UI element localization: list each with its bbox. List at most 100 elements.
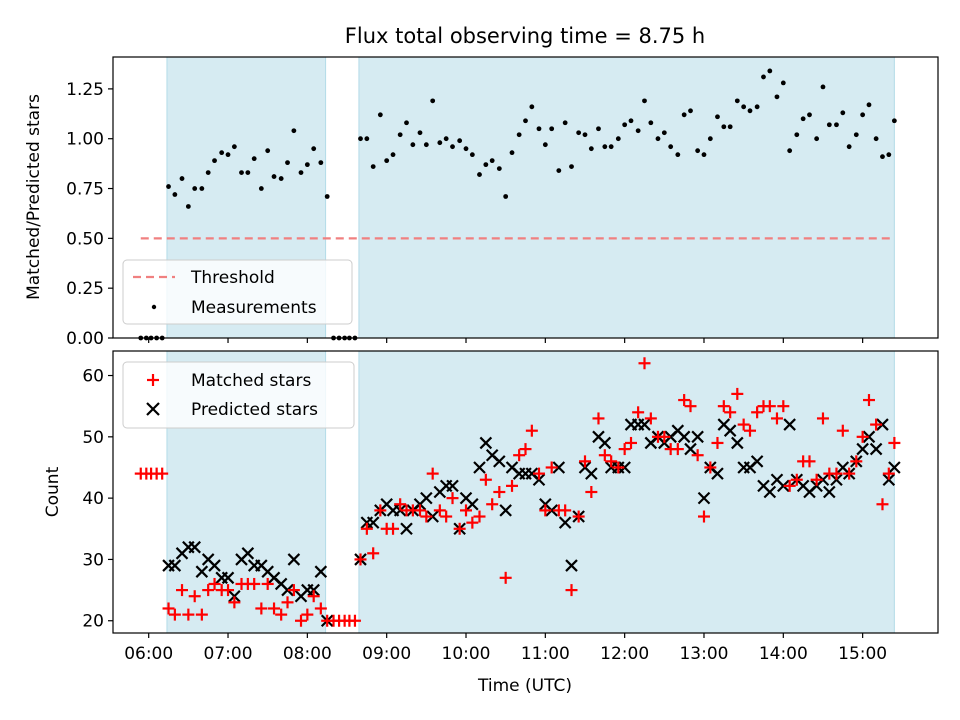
measurement-point [721, 124, 727, 130]
predicted-point [314, 565, 328, 578]
measurement-point [562, 120, 568, 126]
measurement-point [675, 152, 681, 158]
predicted-point [545, 504, 558, 517]
predicted-point [188, 540, 201, 554]
matched-point [559, 504, 572, 517]
matched-point [440, 510, 453, 523]
matched-point [182, 608, 195, 621]
matched-point [565, 584, 578, 597]
measurement-point [477, 172, 482, 177]
matched-point [856, 430, 869, 443]
matched-point [360, 522, 373, 535]
predicted-point [208, 559, 221, 572]
matched-point [374, 504, 387, 517]
predicted-point [823, 485, 836, 499]
predicted-point [493, 455, 506, 468]
measurement-point [800, 116, 806, 122]
measurement-point [754, 104, 760, 110]
count-y-ticks: 20 30 40 50 60 [82, 367, 113, 632]
x-tick-label: 09:00 [362, 644, 411, 664]
measurement-point [648, 120, 654, 126]
predicted-point [287, 553, 301, 566]
matched-point [499, 571, 512, 584]
ratio-plot-frame [112, 56, 939, 339]
matched-point [367, 547, 380, 560]
observing-window-1 [358, 56, 895, 339]
matched-point [506, 479, 519, 492]
y-tick-label: 30 [82, 550, 104, 570]
x-tick-label: 12:00 [600, 644, 649, 664]
matched-point [598, 449, 611, 462]
matched-point [763, 400, 776, 413]
predicted-point [697, 491, 711, 505]
measurement-point [880, 154, 885, 160]
measurement-point [536, 126, 542, 132]
matched-point [717, 400, 730, 413]
predicted-point [585, 467, 598, 480]
legend-matched-label: Matched stars [191, 371, 311, 391]
matched-point [731, 387, 744, 400]
matched-point [248, 577, 261, 590]
matched-point [783, 479, 796, 492]
measurement-point [185, 204, 191, 209]
legend-measurements-swatch [151, 304, 157, 310]
predicted-point [552, 461, 566, 474]
predicted-point [777, 479, 790, 493]
measurement-point [780, 80, 786, 86]
matched-point [156, 467, 169, 480]
matched-point [790, 473, 803, 486]
measurement-point [258, 186, 264, 191]
matched-point [638, 357, 651, 370]
matched-point [545, 461, 558, 474]
predicted-point [466, 497, 479, 511]
measurement-point [529, 104, 535, 110]
measurement-point [358, 136, 363, 142]
matched-point [585, 486, 598, 498]
measurement-point [727, 124, 733, 130]
matched-point [870, 418, 883, 431]
measurement-point [225, 152, 231, 158]
matched-point [307, 590, 320, 603]
measurement-point [404, 120, 409, 126]
x-tick-label: 11:00 [521, 644, 570, 664]
measurement-point [516, 132, 522, 138]
matched-point [513, 449, 526, 462]
legend-predicted-swatch [146, 402, 160, 416]
measurement-point [285, 160, 290, 166]
predicted-point [307, 583, 320, 597]
predicted-point [228, 589, 241, 603]
y-tick-label: 50 [82, 428, 104, 448]
measurement-point [437, 140, 443, 146]
y-tick-label: 1.00 [66, 130, 104, 150]
predicted-point [241, 547, 255, 560]
measurement-point [523, 118, 528, 124]
measurement-point [873, 136, 879, 142]
predicted-point [856, 442, 869, 456]
measurement-point [549, 126, 555, 132]
measurement-point [701, 152, 707, 158]
measurement-point [179, 176, 185, 181]
matched-point [281, 596, 294, 609]
y-tick-label: 0.00 [66, 329, 104, 349]
matched-point [473, 510, 486, 523]
matched-point [493, 486, 506, 498]
x-tick-label: 10:00 [442, 644, 491, 664]
measurement-point [423, 142, 429, 148]
x-tick-label: 08:00 [283, 644, 332, 664]
measurement-point [628, 118, 634, 124]
measurement-point [886, 152, 892, 158]
matched-point [882, 467, 895, 480]
measurement-point [251, 156, 257, 162]
predicted-point [393, 504, 407, 517]
measurement-point [681, 112, 687, 118]
measurement-point [747, 108, 753, 114]
measurement-point [767, 68, 773, 74]
measurement-point [820, 84, 826, 90]
matched-point [684, 400, 697, 413]
matched-point [737, 418, 750, 431]
measurement-point [245, 170, 251, 175]
matched-point [671, 443, 684, 456]
matched-point [519, 443, 532, 456]
matched-point [605, 455, 618, 468]
matched-point [850, 455, 863, 468]
